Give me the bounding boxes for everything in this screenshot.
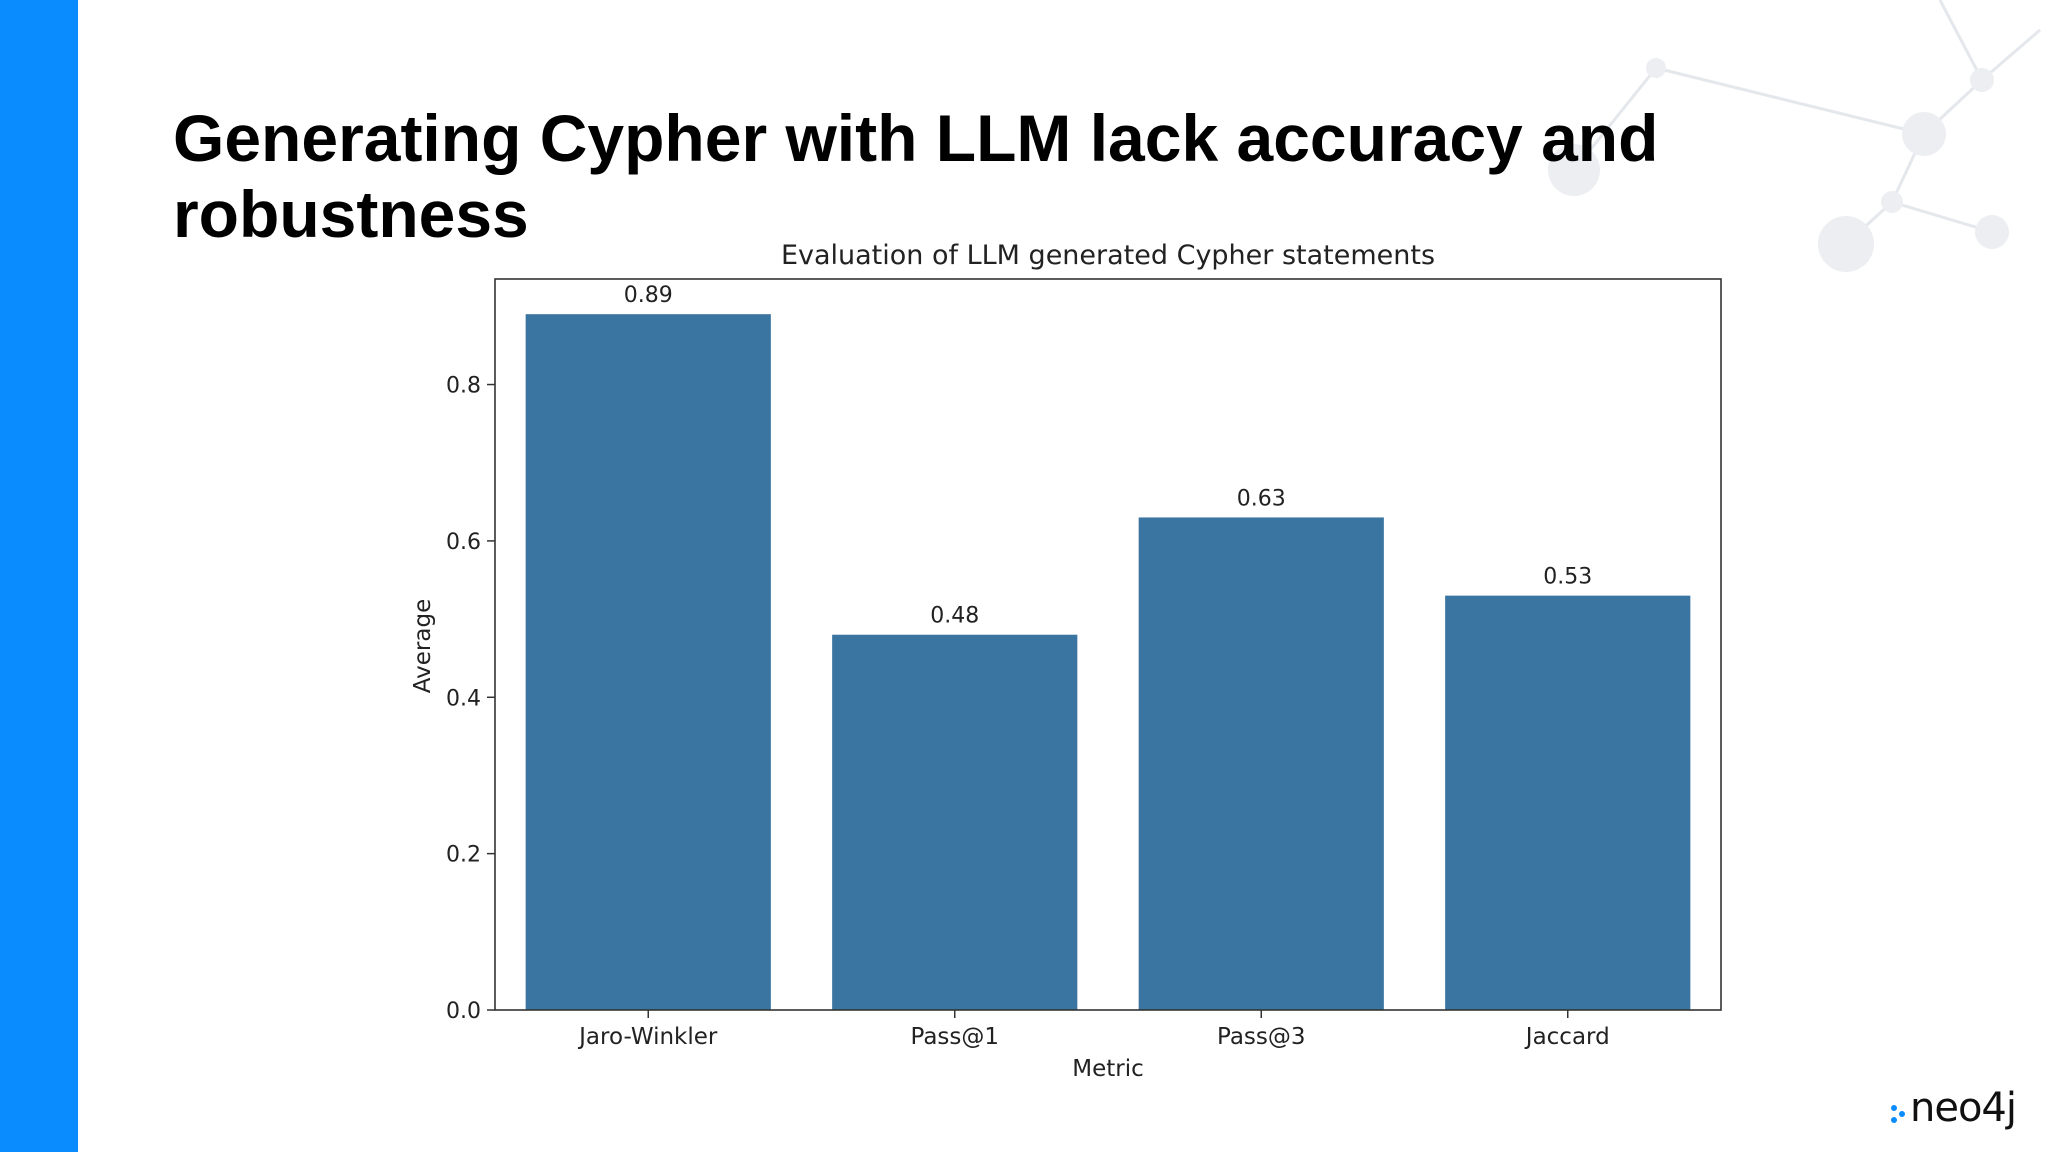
x-axis-label: Metric bbox=[1072, 1056, 1144, 1082]
network-decoration bbox=[1548, 0, 2041, 272]
accent-bar bbox=[0, 0, 78, 1152]
bar-value-label: 0.53 bbox=[1543, 565, 1592, 590]
bar-value-label: 0.48 bbox=[930, 604, 979, 629]
slide-title: Generating Cypher with LLM lack accuracy… bbox=[173, 101, 1659, 240]
y-tick-label: 0.0 bbox=[446, 999, 481, 1024]
logo-text: neo4j bbox=[1910, 1085, 2017, 1131]
y-tick-label: 0.4 bbox=[446, 686, 481, 711]
plot-frame bbox=[494, 278, 1722, 1011]
x-tick-label: Jaccard bbox=[1524, 1024, 1610, 1050]
bar bbox=[832, 634, 1078, 1010]
y-axis: 0.0 0.2 0.4 0.6 0.8 bbox=[446, 374, 495, 1024]
bar bbox=[1445, 595, 1691, 1010]
y-axis-label: Average bbox=[410, 599, 436, 693]
bar bbox=[1138, 517, 1384, 1010]
bar bbox=[525, 314, 771, 1010]
x-tick-label: Jaro-Winkler bbox=[577, 1024, 718, 1050]
bars-layer bbox=[525, 314, 1691, 1010]
neo4j-logo: neo4j bbox=[1888, 1082, 2017, 1131]
x-tick-label: Pass@3 bbox=[1217, 1024, 1306, 1050]
value-labels-layer: 0.89 0.48 0.63 0.53 bbox=[624, 283, 1592, 629]
y-tick-label: 0.8 bbox=[446, 374, 481, 399]
x-axis: Jaro-Winkler Pass@1 Pass@3 Jaccard bbox=[577, 1010, 1610, 1050]
y-tick-label: 0.2 bbox=[446, 843, 481, 868]
bar-value-label: 0.89 bbox=[624, 283, 673, 308]
logo-dots-icon bbox=[1891, 1105, 1905, 1123]
y-tick-label: 0.6 bbox=[446, 530, 481, 555]
bar-value-label: 0.63 bbox=[1237, 486, 1286, 511]
chart-title: Evaluation of LLM generated Cypher state… bbox=[781, 240, 1435, 271]
x-tick-label: Pass@1 bbox=[910, 1024, 999, 1050]
